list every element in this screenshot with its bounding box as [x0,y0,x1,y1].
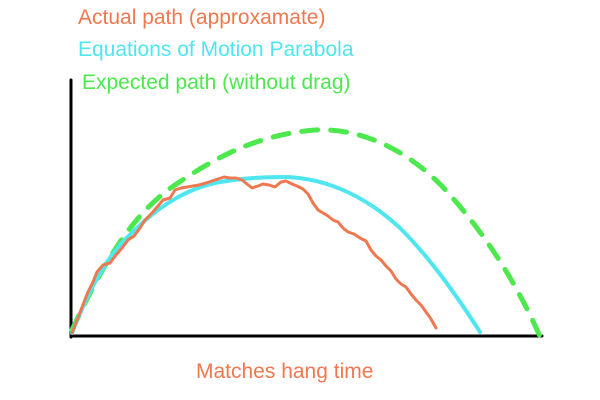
legend-expected-path: Expected path (without drag) [82,71,351,94]
expected-path-curve [69,127,545,344]
hang-time-caption: Matches hang time [196,360,373,383]
legend-equations-parabola: Equations of Motion Parabola [78,38,354,61]
legend-actual-path: Actual path (approxamate) [78,6,325,29]
equations-parabola-curve [70,174,482,335]
actual-path-curve [70,175,438,335]
